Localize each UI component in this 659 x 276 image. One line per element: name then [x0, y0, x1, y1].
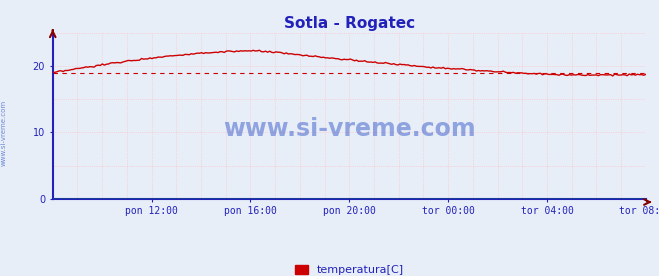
- Text: www.si-vreme.com: www.si-vreme.com: [0, 99, 7, 166]
- Title: Sotla - Rogatec: Sotla - Rogatec: [284, 15, 415, 31]
- Legend: temperatura[C], pretok[m3/s]: temperatura[C], pretok[m3/s]: [291, 262, 407, 276]
- Text: www.si-vreme.com: www.si-vreme.com: [223, 117, 476, 141]
